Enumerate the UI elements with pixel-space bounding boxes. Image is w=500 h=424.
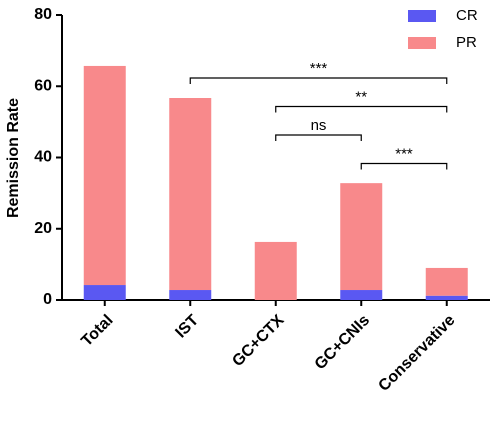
bar-segment [254, 241, 297, 300]
y-tick-label: 0 [43, 291, 52, 308]
bar-segment [169, 290, 212, 300]
x-tick-label: GC+CTX [229, 312, 287, 370]
bar-segment [340, 290, 383, 300]
significance-bracket [275, 105, 448, 113]
significance-label: ns [311, 117, 327, 134]
bar-segment [83, 65, 126, 286]
x-tick-label: Conservative [375, 312, 458, 395]
bar-segment [425, 267, 468, 296]
legend-swatch [408, 37, 436, 49]
x-tick-label: GC+CNIs [312, 312, 373, 373]
legend-swatch [408, 10, 436, 22]
significance-label: *** [310, 60, 328, 77]
bar-segment [340, 183, 383, 291]
bar-segment [169, 98, 212, 291]
significance-label: ** [355, 88, 367, 105]
y-tick-label: 60 [34, 77, 52, 94]
y-tick-label: 40 [34, 149, 52, 166]
y-axis-label: Remission Rate [5, 98, 22, 218]
significance-bracket [189, 77, 448, 84]
legend-label: PR [456, 34, 477, 51]
x-tick-label: Total [78, 312, 116, 350]
bar-segment [83, 285, 126, 300]
significance-bracket [275, 134, 362, 141]
legend-label: CR [456, 7, 478, 24]
y-tick-label: 80 [34, 6, 52, 23]
significance-bracket [360, 162, 448, 170]
x-tick-label: IST [172, 312, 202, 342]
significance-label: *** [395, 145, 413, 162]
y-tick-label: 20 [34, 220, 52, 237]
bar-segment [425, 295, 468, 300]
